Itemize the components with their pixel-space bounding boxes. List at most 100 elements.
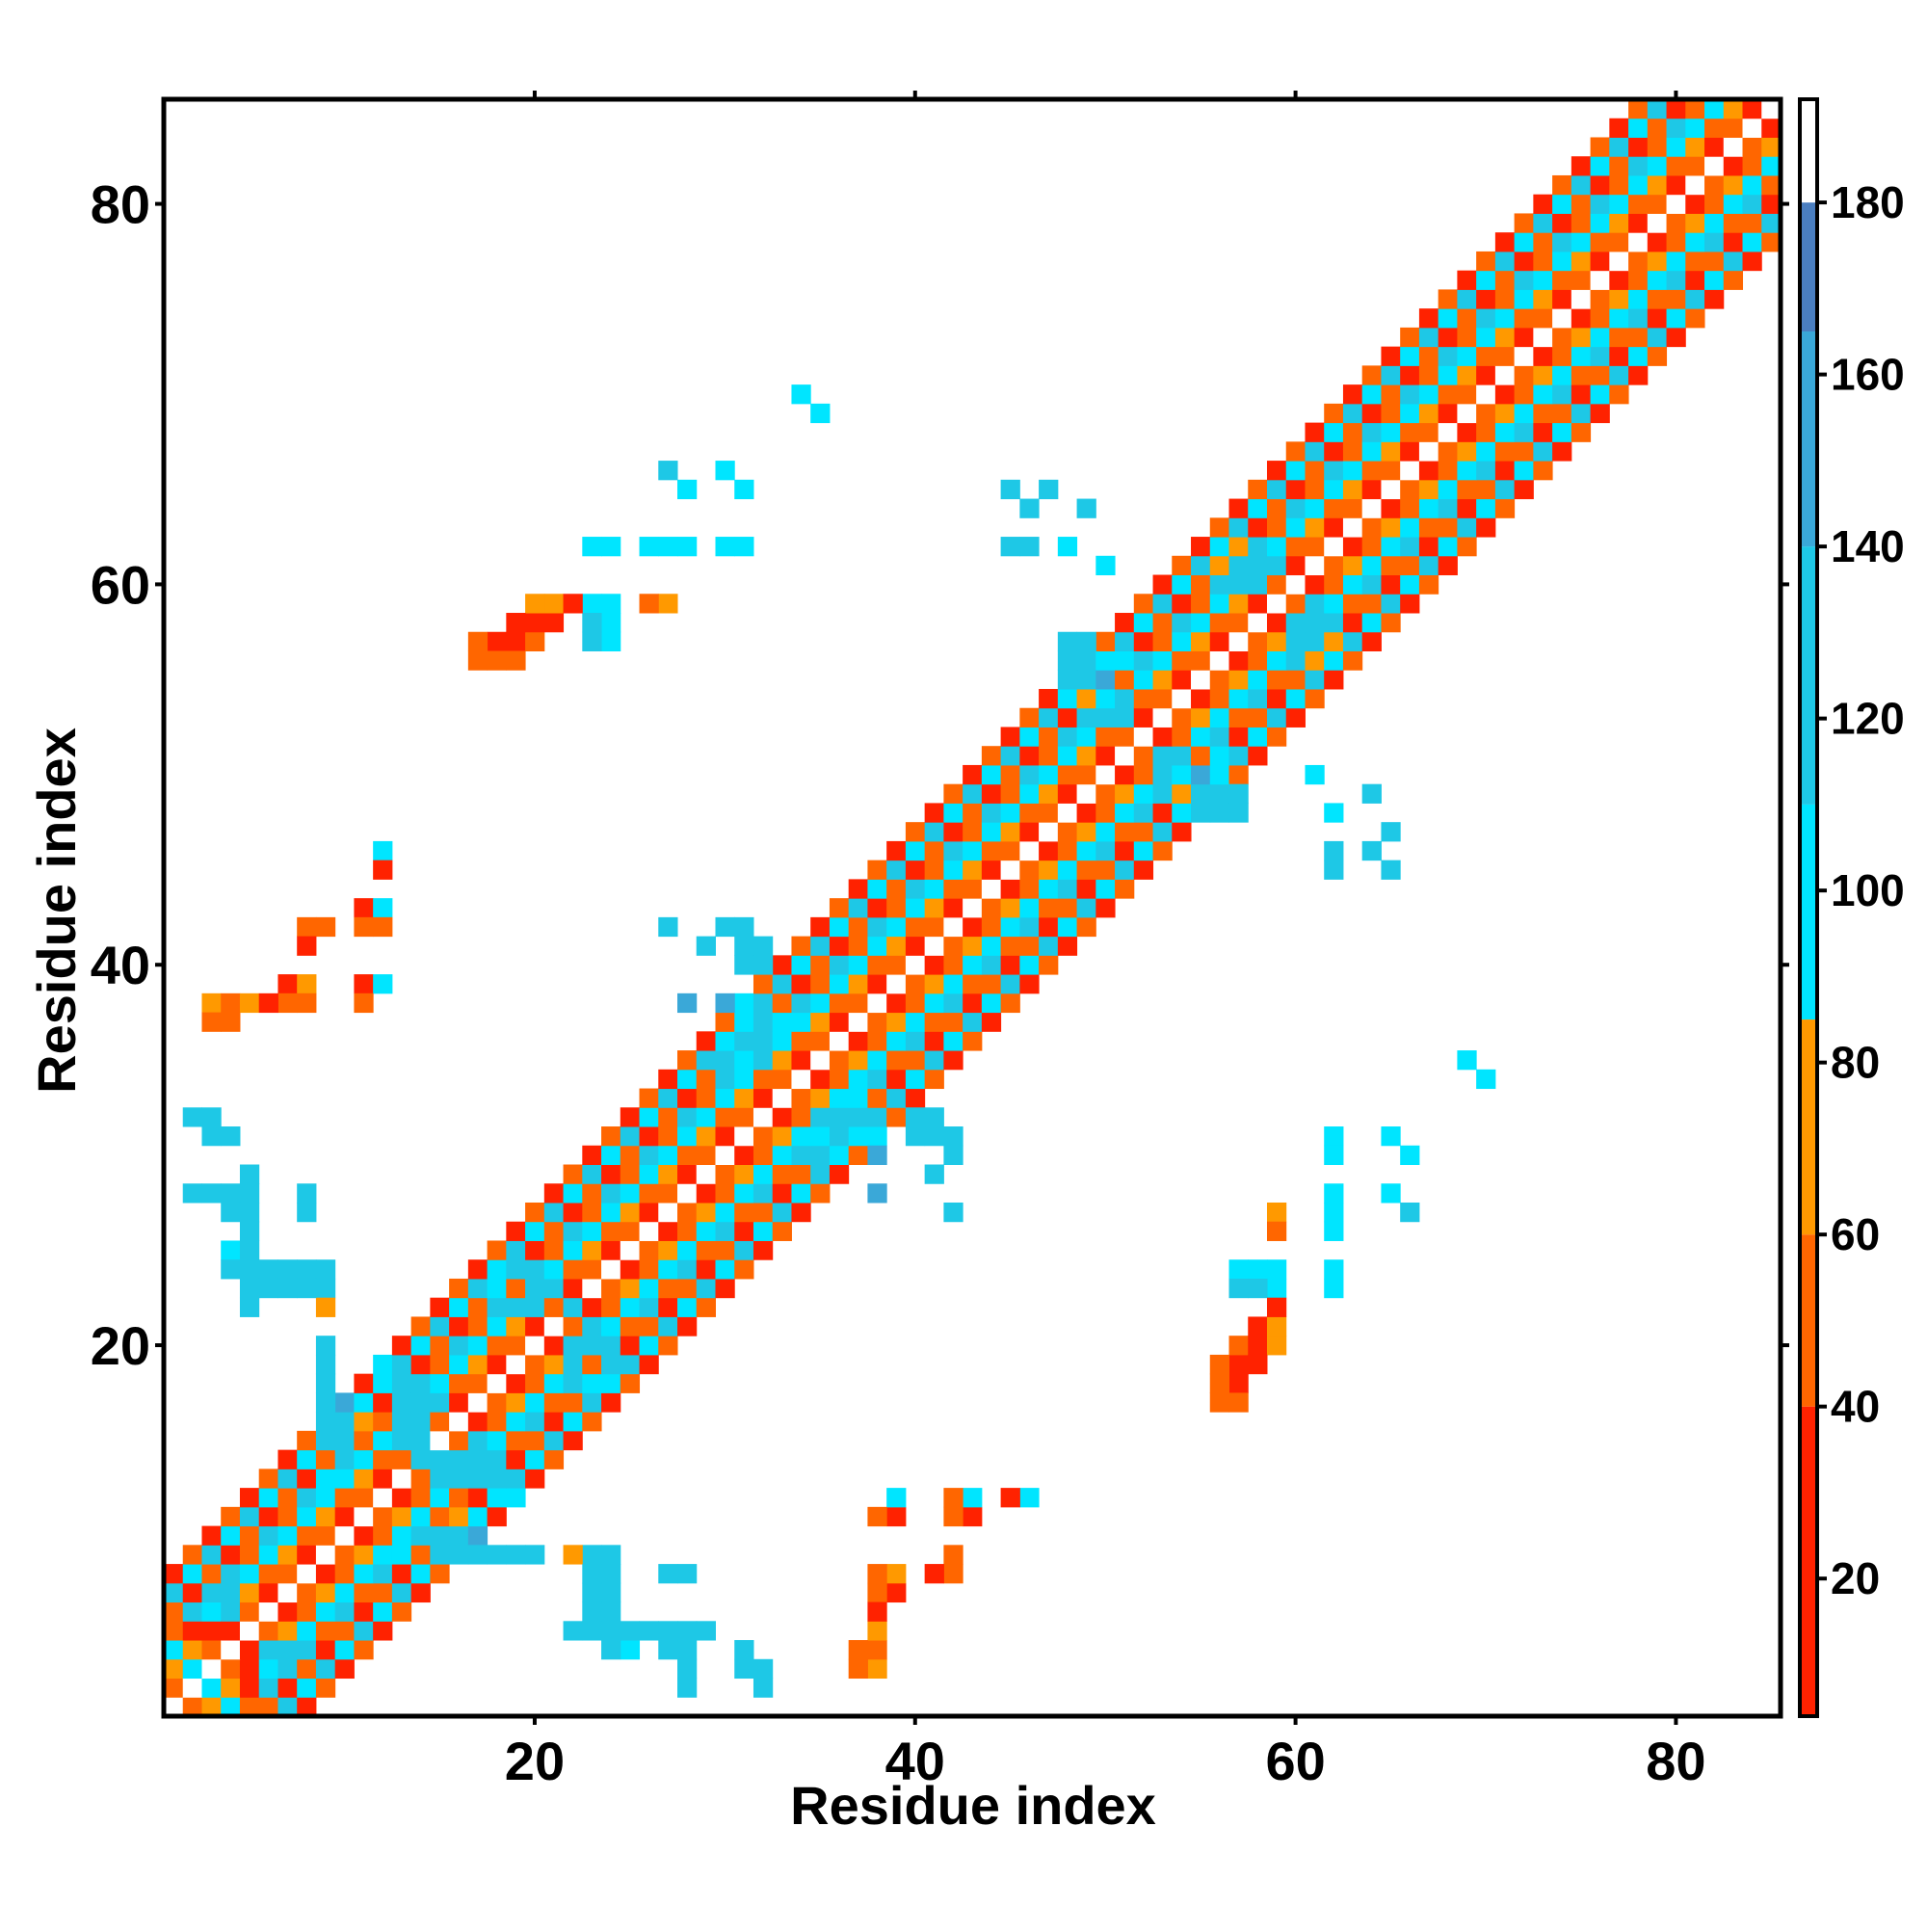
heatmap-cell <box>1209 688 1229 709</box>
heatmap-cell <box>525 1449 545 1469</box>
heatmap-cell <box>1514 308 1534 329</box>
heatmap-cell <box>525 1430 545 1451</box>
heatmap-cell <box>1761 194 1782 214</box>
heatmap-cell <box>1494 251 1516 272</box>
heatmap-cell <box>867 1640 887 1660</box>
heatmap-cell <box>1552 327 1572 348</box>
heatmap-cell <box>1019 822 1040 842</box>
heatmap-cell <box>1514 479 1534 500</box>
heatmap-cell <box>848 1088 868 1108</box>
heatmap-cell <box>886 936 907 956</box>
heatmap-cell <box>1590 213 1610 233</box>
heatmap-cell <box>848 898 868 918</box>
heatmap-cell <box>1039 822 1059 842</box>
heatmap-cell <box>1076 898 1096 918</box>
heatmap-cell <box>1418 574 1439 595</box>
heatmap-cell <box>639 1240 659 1260</box>
heatmap-cell <box>1000 727 1020 747</box>
heatmap-cell <box>467 1545 488 1565</box>
heatmap-cell <box>1571 308 1592 329</box>
heatmap-cell <box>1039 936 1059 956</box>
heatmap-cell <box>1248 537 1268 557</box>
heatmap-cell <box>391 1469 412 1489</box>
heatmap-cell <box>1305 517 1325 538</box>
heatmap-cell <box>1095 707 1116 728</box>
heatmap-cell <box>221 1525 241 1546</box>
heatmap-cell <box>525 1545 545 1565</box>
heatmap-cell <box>1571 403 1592 424</box>
heatmap-cell <box>391 1506 412 1527</box>
heatmap-cell <box>791 384 811 405</box>
heatmap-cell <box>1342 403 1363 424</box>
heatmap-cell <box>1514 327 1534 348</box>
heatmap-cell <box>1095 822 1116 842</box>
heatmap-cell <box>1019 898 1040 918</box>
heatmap-cell <box>334 1506 355 1527</box>
heatmap-cell <box>1133 594 1154 614</box>
heatmap-cell <box>1494 461 1516 481</box>
heatmap-cell <box>239 1202 260 1223</box>
heatmap-cell <box>1723 232 1744 252</box>
heatmap-cell <box>1248 1316 1268 1337</box>
heatmap-cell <box>334 1525 355 1546</box>
heatmap-cell <box>582 613 602 633</box>
heatmap-cell <box>601 1183 621 1204</box>
heatmap-cell <box>221 1582 241 1603</box>
heatmap-cell <box>829 1164 850 1184</box>
heatmap-cell <box>1361 537 1382 557</box>
heatmap-cell <box>1039 840 1059 861</box>
heatmap-cell <box>981 1012 1002 1032</box>
heatmap-cell <box>506 1336 526 1356</box>
heatmap-cell <box>1209 613 1229 633</box>
heatmap-cell <box>258 1488 278 1508</box>
heatmap-cell <box>963 840 983 861</box>
heatmap-cell <box>563 1183 583 1204</box>
heatmap-cell <box>1152 764 1173 785</box>
heatmap-cell <box>1590 384 1610 405</box>
heatmap-cell <box>391 1582 412 1603</box>
heatmap-cell <box>201 1012 222 1032</box>
heatmap-cell <box>867 936 887 956</box>
heatmap-cell <box>1494 270 1516 290</box>
heatmap-cell <box>221 1506 241 1527</box>
heatmap-cell <box>639 1621 659 1641</box>
heatmap-cell <box>772 1126 792 1147</box>
heatmap-cell <box>1172 746 1192 766</box>
heatmap-cell <box>1514 461 1534 481</box>
heatmap-cell <box>582 1545 602 1565</box>
heatmap-cell <box>1494 232 1516 252</box>
heatmap-cell <box>1248 1259 1268 1280</box>
heatmap-cell <box>1228 727 1249 747</box>
heatmap-cell <box>1476 289 1496 309</box>
heatmap-cell <box>1019 916 1040 938</box>
heatmap-cell <box>1305 555 1325 576</box>
heatmap-cell <box>1609 174 1629 196</box>
heatmap-cell <box>601 1354 621 1375</box>
heatmap-cell <box>1647 270 1668 290</box>
heatmap-cell <box>467 1373 488 1393</box>
heatmap-cell <box>563 1545 583 1565</box>
heatmap-cell <box>297 1488 317 1508</box>
heatmap-cell <box>1057 727 1078 747</box>
heatmap-cell <box>791 936 811 956</box>
heatmap-cell <box>373 1469 393 1489</box>
heatmap-cell <box>639 1088 659 1108</box>
heatmap-cell <box>1115 613 1135 633</box>
heatmap-cell <box>201 992 222 1014</box>
heatmap-cell <box>715 1012 735 1032</box>
heatmap-cell <box>1057 688 1078 709</box>
heatmap-cell <box>354 992 374 1014</box>
heatmap-cell <box>639 1278 659 1299</box>
heatmap-cell <box>924 1164 944 1184</box>
heatmap-cell <box>430 1564 450 1584</box>
heatmap-cell <box>354 1601 374 1622</box>
heatmap-cell <box>1761 137 1782 157</box>
heatmap-cell <box>772 974 792 994</box>
heatmap-cell <box>1228 613 1249 633</box>
heatmap-cell <box>1647 174 1668 196</box>
heatmap-cell <box>924 992 944 1014</box>
heatmap-cell <box>810 936 831 956</box>
heatmap-cell <box>277 1506 298 1527</box>
heatmap-cell <box>848 1126 868 1147</box>
heatmap-cell <box>1514 213 1534 233</box>
